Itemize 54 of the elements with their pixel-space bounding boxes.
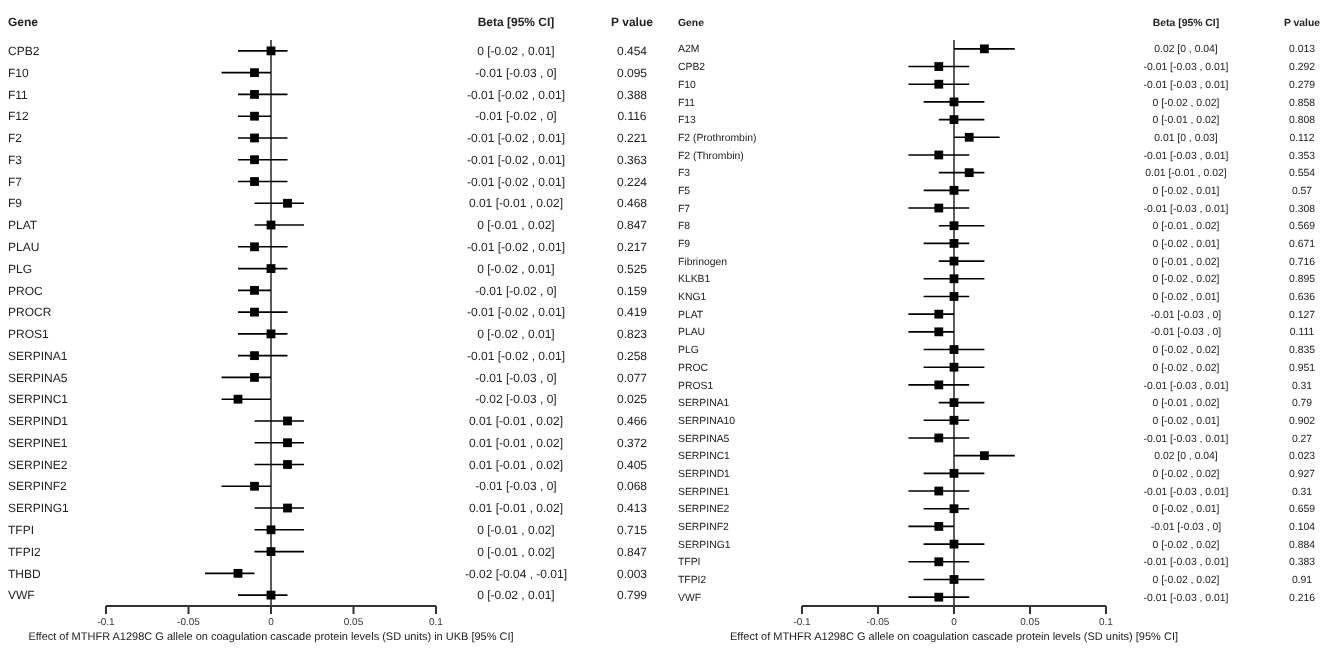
- point: [949, 398, 959, 407]
- point: [949, 115, 959, 124]
- point: [250, 285, 259, 295]
- point: [250, 481, 259, 491]
- point: [964, 132, 974, 142]
- point: [964, 168, 974, 178]
- point: [934, 203, 944, 213]
- point: [949, 468, 959, 478]
- point: [266, 547, 276, 556]
- point: [250, 307, 259, 317]
- point: [250, 68, 259, 78]
- point: [250, 90, 259, 99]
- point: [949, 504, 959, 514]
- point: [980, 44, 989, 54]
- point: [934, 522, 944, 531]
- point: [266, 46, 276, 56]
- point: [250, 111, 259, 121]
- point: [949, 274, 959, 284]
- point: [934, 309, 944, 319]
- point: [934, 592, 944, 602]
- point: [949, 221, 959, 231]
- point: [949, 345, 959, 354]
- point: [250, 351, 259, 361]
- point: [283, 460, 292, 469]
- point: [934, 380, 944, 390]
- point: [233, 394, 243, 404]
- point: [266, 590, 276, 600]
- point: [283, 503, 292, 513]
- point: [934, 150, 944, 160]
- point: [934, 62, 944, 71]
- point: [934, 79, 944, 89]
- point: [934, 327, 944, 337]
- point: [949, 239, 959, 248]
- point: [233, 568, 243, 578]
- point: [949, 185, 959, 195]
- point: [250, 177, 259, 186]
- point: [934, 557, 944, 567]
- point: [949, 362, 959, 372]
- point: [934, 433, 944, 443]
- point: [250, 242, 259, 252]
- point: [283, 438, 292, 448]
- point: [934, 486, 944, 496]
- point: [266, 329, 276, 339]
- point: [283, 198, 292, 208]
- point: [266, 264, 276, 273]
- point: [266, 525, 276, 535]
- point: [949, 292, 959, 301]
- point: [980, 451, 989, 461]
- point: [949, 575, 959, 584]
- point: [250, 155, 259, 165]
- point: [283, 416, 292, 426]
- point: [949, 415, 959, 425]
- point: [250, 133, 259, 143]
- point: [250, 373, 259, 382]
